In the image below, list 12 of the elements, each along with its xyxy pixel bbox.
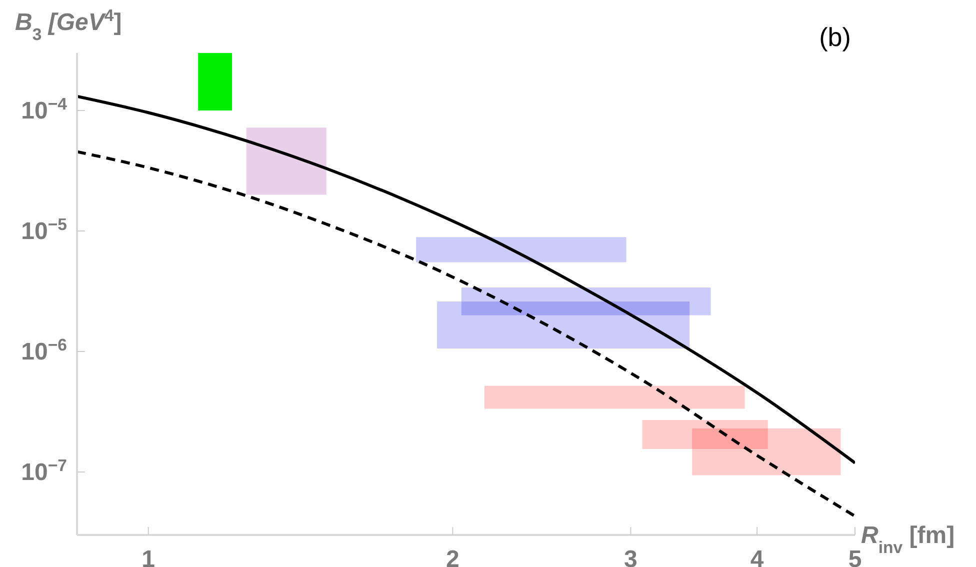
x-tick-label: 3 xyxy=(624,546,638,567)
x-tick-label: 2 xyxy=(446,546,460,567)
x-tick-label: 4 xyxy=(750,546,764,567)
y-tick-label: 10$^{−4}$ xyxy=(21,94,68,124)
text: (b) xyxy=(819,22,851,52)
x-tick-label: 1 xyxy=(142,546,156,567)
x-axis-title: R$_{inv}$ [fm] xyxy=(861,522,955,556)
y-axis-title: B$_{3}$ [GeV$^{4}$] xyxy=(15,6,122,44)
x-tick-label: 5 xyxy=(848,546,862,567)
y-tick-label: 10$^{−5}$ xyxy=(21,214,67,245)
y-tick-label: 10$^{−7}$ xyxy=(21,455,67,486)
y-tick-label: 10$^{−6}$ xyxy=(21,334,67,366)
